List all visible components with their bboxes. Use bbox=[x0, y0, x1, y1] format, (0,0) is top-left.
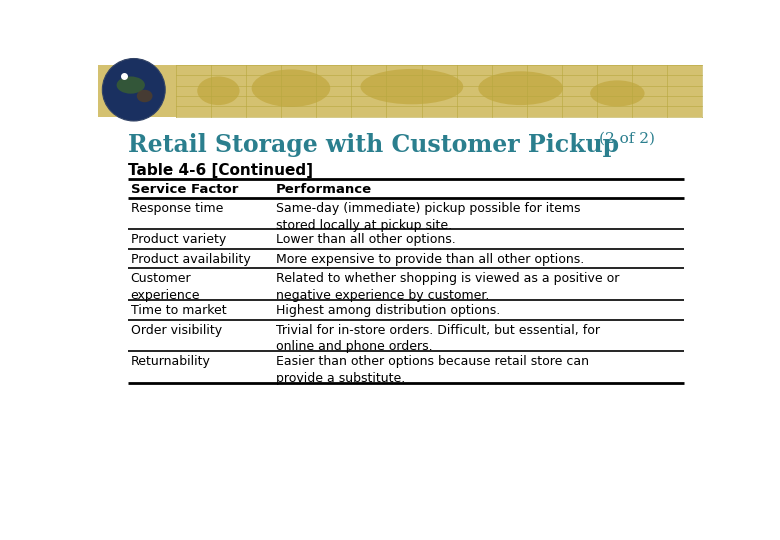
Ellipse shape bbox=[590, 80, 644, 106]
Text: Easier than other options because retail store can
provide a substitute.: Easier than other options because retail… bbox=[276, 355, 589, 385]
Text: Customer
experience: Customer experience bbox=[131, 272, 200, 302]
Ellipse shape bbox=[360, 69, 463, 104]
Text: Lower than all other options.: Lower than all other options. bbox=[276, 233, 456, 246]
Ellipse shape bbox=[478, 71, 563, 105]
Ellipse shape bbox=[136, 90, 153, 102]
Text: Same-day (immediate) pickup possible for items
stored locally at pickup site.: Same-day (immediate) pickup possible for… bbox=[276, 202, 580, 232]
Text: Highest among distribution options.: Highest among distribution options. bbox=[276, 305, 500, 318]
Text: Response time: Response time bbox=[131, 202, 223, 215]
Text: Product availability: Product availability bbox=[131, 253, 250, 266]
Text: Time to market: Time to market bbox=[131, 305, 226, 318]
Text: (2 of 2): (2 of 2) bbox=[599, 132, 655, 146]
Text: Order visibility: Order visibility bbox=[131, 324, 222, 337]
Ellipse shape bbox=[197, 77, 239, 105]
Ellipse shape bbox=[116, 77, 145, 93]
Text: Related to whether shopping is viewed as a positive or
negative experience by cu: Related to whether shopping is viewed as… bbox=[276, 272, 619, 302]
Ellipse shape bbox=[102, 58, 165, 121]
Text: Service Factor: Service Factor bbox=[131, 183, 238, 197]
Text: More expensive to provide than all other options.: More expensive to provide than all other… bbox=[276, 253, 584, 266]
Text: Table 4-6 [Continued]: Table 4-6 [Continued] bbox=[128, 163, 313, 178]
Ellipse shape bbox=[252, 70, 330, 107]
Text: Product variety: Product variety bbox=[131, 233, 226, 246]
Text: Performance: Performance bbox=[276, 183, 372, 197]
Text: Retail Storage with Customer Pickup: Retail Storage with Customer Pickup bbox=[128, 133, 627, 157]
Text: Trivial for in-store orders. Difficult, but essential, for
online and phone orde: Trivial for in-store orders. Difficult, … bbox=[276, 324, 600, 353]
Text: Returnability: Returnability bbox=[131, 355, 211, 368]
Bar bbox=[98, 65, 702, 117]
